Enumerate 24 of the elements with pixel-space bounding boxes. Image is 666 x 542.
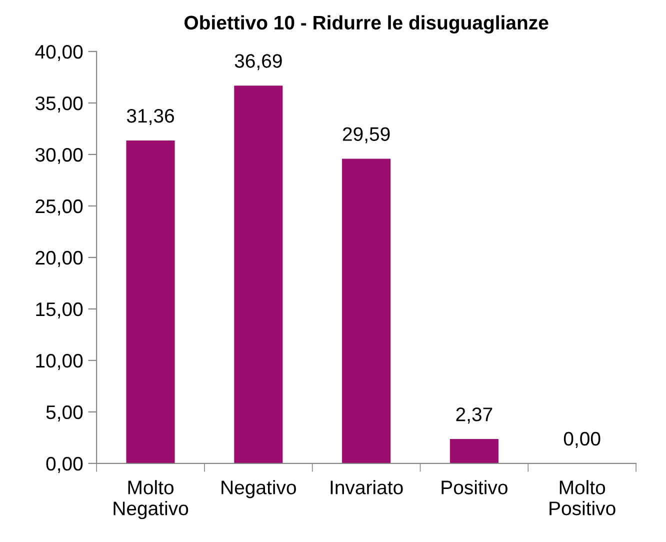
y-tick-label: 30,00 <box>35 148 83 164</box>
data-label: 36,69 <box>234 54 282 70</box>
x-tick-label: Positivo <box>442 480 508 494</box>
y-tick-label: 20,00 <box>36 250 83 267</box>
bar <box>342 158 391 464</box>
y-tick-label: 40,00 <box>35 44 83 62</box>
y-tick-label: 0,00 <box>46 456 83 473</box>
data-label: 29,59 <box>342 127 390 144</box>
bar <box>126 140 175 464</box>
y-tick-label: 5,00 <box>46 405 83 422</box>
x-tick-label: Invariato <box>330 480 403 494</box>
y-tick-label: 10,00 <box>36 354 83 370</box>
chart-title: Obiettivo 10 - Ridurre le disuguaglianze <box>184 15 548 34</box>
y-tick-label: 15,00 <box>36 302 83 318</box>
x-tick-label: Molto Negativo <box>114 480 188 520</box>
x-tick-label: Molto Positivo <box>550 480 616 516</box>
x-tick-label: Negativo <box>222 480 296 498</box>
bar <box>450 439 498 464</box>
bar <box>234 86 283 464</box>
data-label: 2,37 <box>456 408 492 424</box>
data-label: 0,00 <box>564 432 600 448</box>
data-label: 31,36 <box>126 108 174 126</box>
y-tick-label: 35,00 <box>35 96 83 113</box>
y-tick-label: 25,00 <box>36 199 83 216</box>
